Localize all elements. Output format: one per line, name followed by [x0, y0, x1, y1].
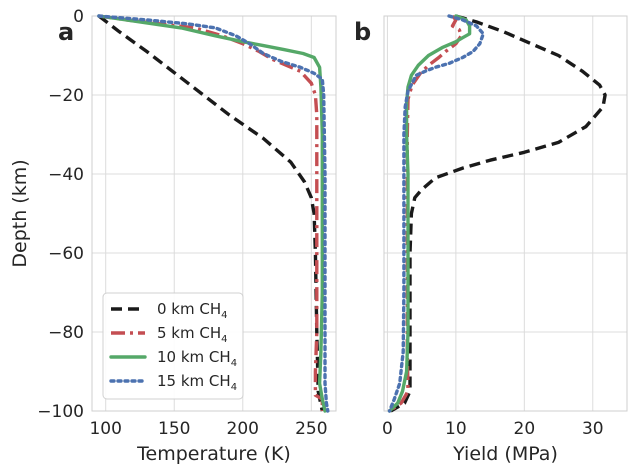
legend-label: 0 km CH4: [157, 300, 228, 321]
panel-label: a: [58, 18, 74, 46]
x-axis-label: Yield (MPa): [452, 443, 558, 465]
panel-b-yield: 0 10 20 30 Yield (MPa) b: [354, 14, 628, 465]
series-line-5-km-ch4: [388, 14, 463, 413]
legend-label: 15 km CH4: [157, 372, 237, 393]
series-line-5-km-ch4: [98, 14, 324, 411]
legend-label: 10 km CH4: [157, 348, 237, 369]
x-tick-label: 0: [382, 419, 393, 439]
y-tick-label: −20: [48, 86, 84, 106]
legend-label: 5 km CH4: [157, 324, 228, 345]
y-tick-label: 0: [73, 7, 84, 27]
series-line-10-km-ch4: [97, 14, 327, 413]
y-tick-label: −60: [48, 244, 84, 264]
y-tick-label: −100: [37, 402, 84, 422]
x-tick-label: 10: [445, 419, 467, 439]
x-tick-label: 150: [158, 419, 190, 439]
y-tick-label: −40: [48, 165, 84, 185]
y-tick-label: −80: [48, 323, 84, 343]
plot-frame: [383, 15, 628, 412]
x-tick-label: 100: [89, 419, 121, 439]
series-line-15-km-ch4: [387, 14, 485, 413]
legend-box: [102, 292, 244, 400]
x-tick-label: 250: [295, 419, 327, 439]
series-line-15-km-ch4: [97, 14, 330, 413]
series-line-0-km-ch4: [389, 14, 607, 413]
x-axis-label: Temperature (K): [136, 443, 291, 465]
x-tick-label: 30: [582, 419, 604, 439]
legend: 0 km CH4 5 km CH4 10 km CH4 15 km CH4: [102, 292, 244, 400]
x-tick-label: 20: [514, 419, 536, 439]
series-line-0-km-ch4: [97, 14, 324, 412]
y-axis-label: Depth (km): [9, 159, 31, 267]
x-tick-label: 200: [227, 419, 259, 439]
plot-frame: [91, 15, 337, 412]
panel-a-temperature: 100 150 200 250 0 −20 −40 −60 −80 −100 Temperature…: [9, 7, 337, 465]
panel-label: b: [354, 18, 371, 46]
